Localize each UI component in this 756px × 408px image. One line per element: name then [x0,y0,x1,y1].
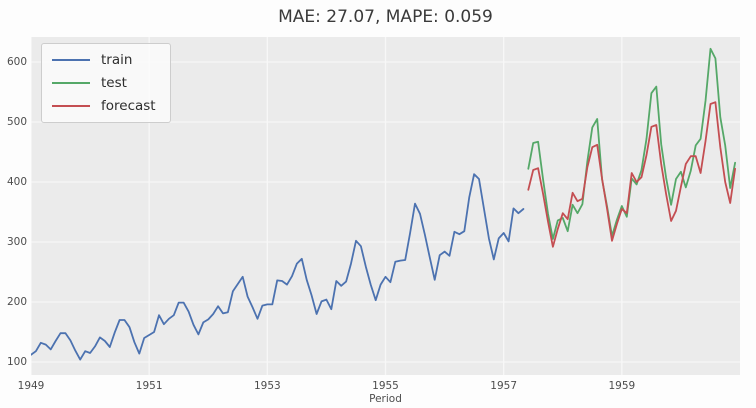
y-tick-label: 200 [6,295,27,308]
x-tick-label: 1955 [372,380,399,392]
x-tick-label: 1953 [253,380,281,392]
legend-label-forecast: forecast [101,98,156,114]
y-tick-label: 500 [6,116,27,128]
train-line [31,173,525,361]
train-line-swatch [52,58,90,62]
y-tick-label: 400 [6,176,27,188]
legend-item-forecast: forecast [52,98,156,114]
x-tick-label: 1949 [17,380,45,392]
legend-label-test: test [101,75,127,91]
legend-label-train: train [101,52,133,68]
x-axis-label: Period [369,393,402,405]
chart-title: MAE: 27.07, MAPE: 0.059 [278,7,493,27]
y-tick-label: 300 [6,235,27,248]
y-tick-label: 100 [6,355,27,368]
forecast-line-swatch [52,104,90,108]
legend: train test forecast [41,43,171,123]
x-tick-label: 1957 [490,380,518,392]
y-tick-label: 600 [6,56,27,69]
plot-area: train test forecast [31,37,740,375]
test-line [527,47,736,240]
legend-item-test: test [52,75,156,91]
legend-item-train: train [52,52,156,68]
x-tick-label: 1951 [135,380,163,392]
forecast-line [527,101,736,248]
x-tick-label: 1959 [608,380,636,392]
test-line-swatch [52,81,90,85]
